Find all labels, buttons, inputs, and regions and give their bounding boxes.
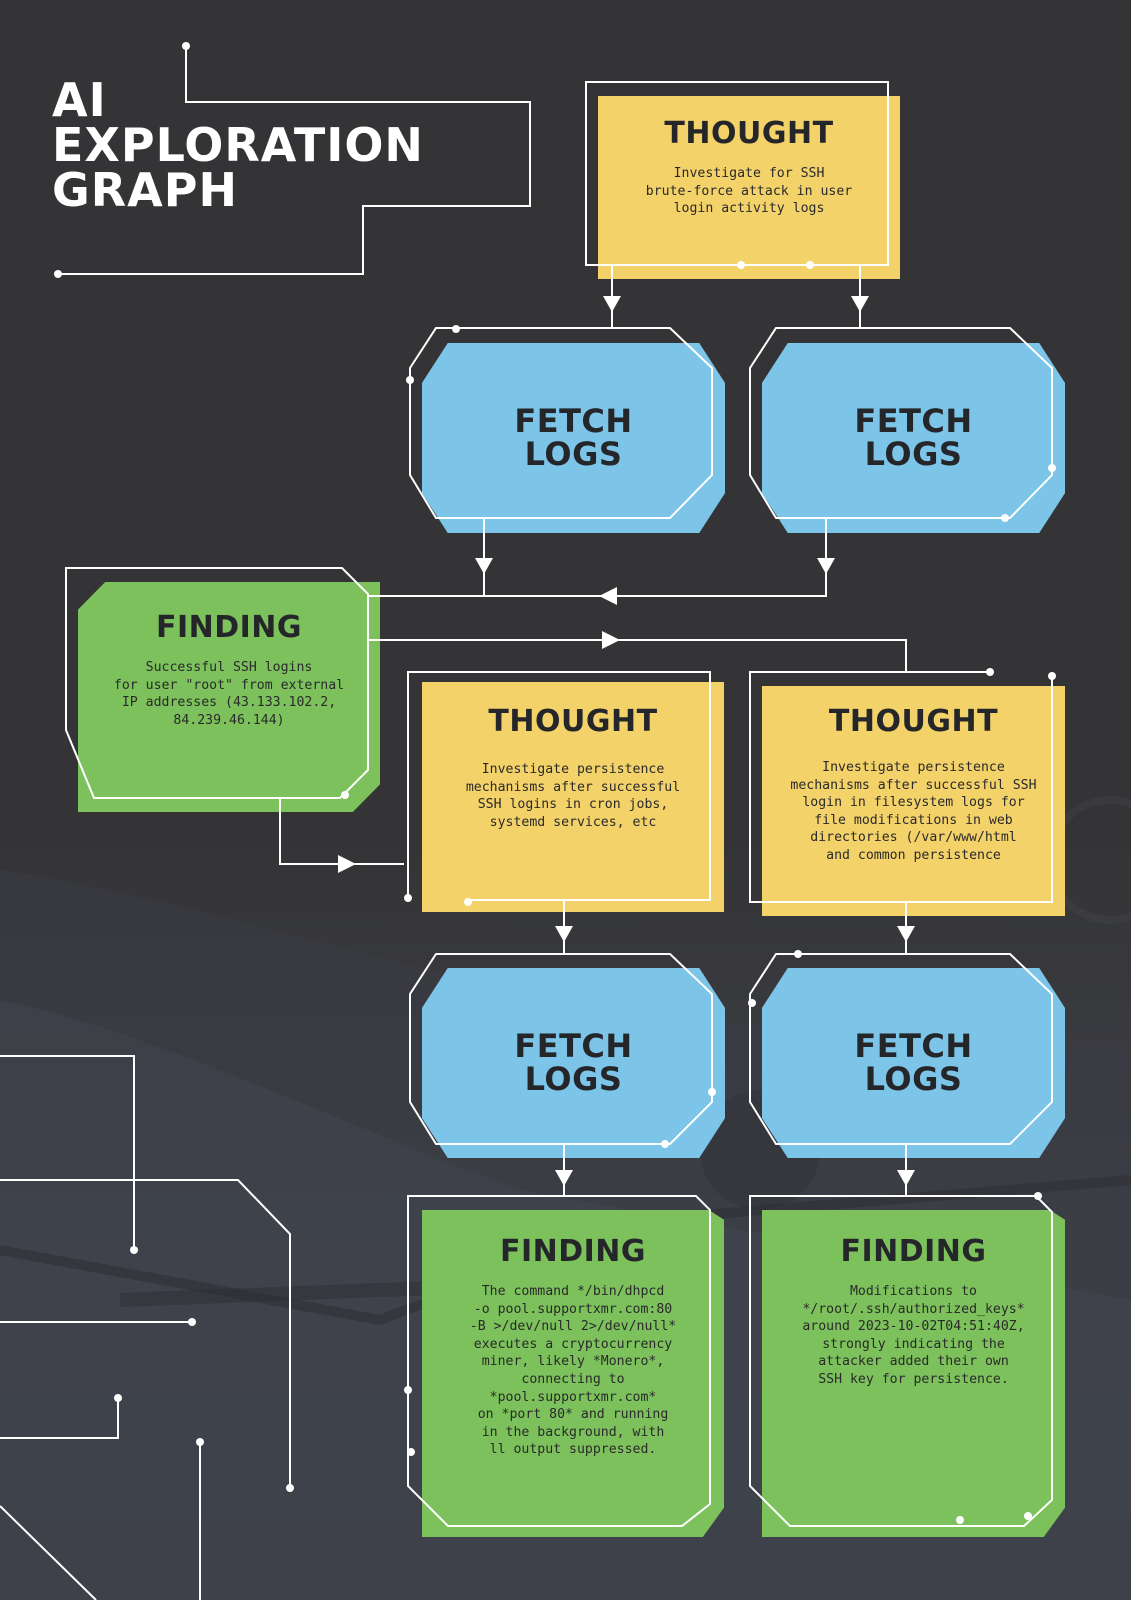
fetch-logs-node-3-outline [409,953,713,1145]
connector-dot [406,376,414,384]
fetch-logs-node-4-outline [749,953,1053,1145]
connector-dot [1024,1512,1032,1520]
fetch-logs-node-4-label: FETCH LOGS [854,1027,973,1098]
fetch-logs-node-2: FETCH LOGS [762,343,1065,533]
fetch-logs-node-3: FETCH LOGS [422,968,725,1158]
title-line-1: AI [52,73,107,127]
thought-node-2-heading: THOUGHT [488,704,658,739]
thought-node-3: THOUGHT Investigate persistence mechanis… [762,686,1065,916]
connector-line [279,798,404,865]
arrow-icon [555,1170,573,1186]
thought-node-2-outline [407,671,711,901]
arrow-icon [817,558,835,574]
connector-dot [748,999,756,1007]
connector-dot [1001,514,1009,522]
arrow-icon [555,926,573,942]
title-frame-line [58,46,531,275]
fetch-logs-node-2-outline [749,327,1053,519]
fetch-logs-node-1-label: FETCH LOGS [514,402,633,473]
circuit-dot [188,1318,196,1326]
page-title: AI EXPLORATION GRAPH [52,73,424,217]
thought-node-3-outline [749,671,1053,903]
arrow-icon [338,855,356,873]
circuit-dot [286,1484,294,1492]
thought-node-1: THOUGHT Investigate for SSH brute-force … [598,96,900,279]
connector-dot [1048,672,1056,680]
circuit-line [0,1505,97,1600]
fetch-logs-node-1-outline [409,327,713,519]
connector-dot [956,1516,964,1524]
arrow-icon [851,296,869,312]
thought-node-3-text: Investigate persistence mechanisms after… [790,760,1037,863]
finding-node-2-outline [407,1195,711,1527]
thought-node-1-outline [585,81,889,266]
finding-node-3-text: Modifications to */root/.ssh/authorized_… [802,1284,1025,1387]
connector-dot [1048,464,1056,472]
fetch-logs-node-2-label: FETCH LOGS [854,402,973,473]
finding-node-1-heading: FINDING [155,610,303,645]
fetch-logs-node-4: FETCH LOGS [762,968,1065,1158]
connector-line [368,639,907,672]
connector-dot [708,1088,716,1096]
thought-node-1-text: Investigate for SSH brute-force attack i… [645,166,853,217]
connector-dot [341,791,349,799]
title-frame-dot [54,270,62,278]
connector-dot [452,325,460,333]
finding-node-3-outline [749,1195,1053,1527]
thought-node-2-text: Investigate persistence mechanisms after… [465,762,681,830]
finding-node-1-text: Successful SSH logins for user "root" fr… [113,660,345,728]
arrow-icon [897,1170,915,1186]
arrow-icon [475,558,493,574]
title-line-3: GRAPH [52,163,238,217]
circuit-dot [114,1394,122,1402]
connector-dot [464,898,472,906]
connector-dot [661,1140,669,1148]
fetch-logs-node-3-label: FETCH LOGS [514,1027,633,1098]
arrow-icon [603,296,621,312]
finding-node-2-heading: FINDING [499,1234,647,1269]
circuit-line [0,1055,135,1250]
arrow-icon [602,631,620,649]
connector-dot [407,1448,415,1456]
finding-node-3-heading: FINDING [840,1234,987,1269]
finding-node-2-text: The command */bin/dhpcd -o pool.supportx… [469,1284,677,1458]
arrow-icon [897,926,915,942]
title-frame-dot [182,42,190,50]
fetch-logs-node-1: FETCH LOGS [422,343,725,533]
connector-dot [404,1386,412,1394]
finding-node-2: FINDING The command */bin/dhpcd -o pool.… [422,1210,724,1537]
connector-line [368,518,827,597]
connector-dot [794,950,802,958]
title-line-2: EXPLORATION [52,118,424,172]
finding-node-1-outline [65,567,369,799]
circuit-line [0,1398,119,1439]
connector-dot [404,894,412,902]
thought-node-3-heading: THOUGHT [828,704,999,739]
thought-node-2: THOUGHT Investigate persistence mechanis… [422,682,724,912]
circuit-line [0,1179,291,1488]
circuit-dot [130,1246,138,1254]
connector-dot [737,261,745,269]
connector-dot [806,261,814,269]
finding-node-1: FINDING Successful SSH logins for user "… [78,582,380,812]
circuit-dot [196,1438,204,1446]
thought-node-1-heading: THOUGHT [664,116,834,151]
finding-node-3: FINDING Modifications to */root/.ssh/aut… [762,1210,1065,1537]
connector-dot [986,668,994,676]
connector-dot [1034,1192,1042,1200]
arrow-icon [599,587,617,605]
